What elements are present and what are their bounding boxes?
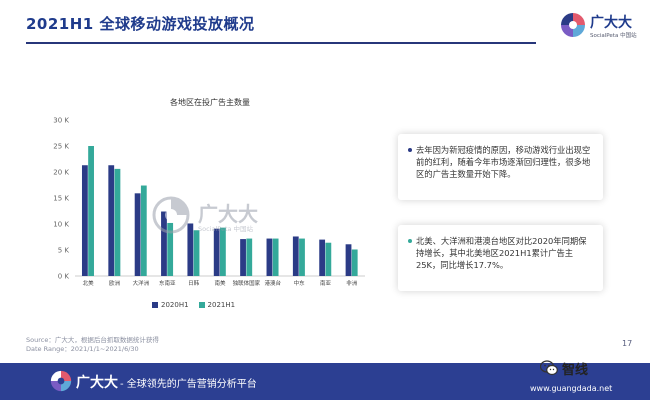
- bar-2021h1-5: [193, 230, 200, 276]
- legend-item-2020h1: 2020H1: [152, 301, 189, 309]
- bullet-dot: [408, 148, 412, 152]
- watermark-subtext: SocialPeta 中国站: [198, 225, 254, 233]
- x-category-label: 东南亚: [159, 279, 176, 287]
- x-category-label: 独联体国家: [233, 279, 261, 287]
- footer-slogan: - 全球领先的广告营销分析平台: [120, 379, 257, 390]
- chart-title: 各地区在投广告主数量: [170, 98, 250, 107]
- bar-chart: 0 K 5 K 10 K 15 K 20 K 25 K 30 K 北美 欧洲 大洋洲 东南亚 日韩 南美…: [53, 117, 365, 287]
- chart-legend: 2020H1 2021H1: [152, 301, 235, 309]
- insight-card-decline: 去年因为新冠疫情的原因，移动游戏行业出现空前的红利，随着今年市场逐渐回归理性，很…: [398, 134, 603, 200]
- source-line: Source：广大大，根据后台抓取数据统计获得: [26, 336, 159, 344]
- bar-2020h1-8: [266, 238, 273, 276]
- bar-2021h1-8: [272, 238, 279, 276]
- y-tick-label: 15 K: [53, 195, 69, 203]
- insight-text: 北美、大洋洲和港澳台地区对比2020年同期保持增长，其中北美地区2021H1累计…: [416, 236, 587, 270]
- x-category-label: 非洲: [346, 279, 358, 287]
- legend-label: 2020H1: [161, 301, 189, 309]
- bar-2020h1-7: [240, 239, 246, 276]
- y-tick-label: 10 K: [53, 221, 69, 229]
- y-tick-label: 25 K: [53, 143, 69, 151]
- y-tick-label: 20 K: [53, 169, 69, 177]
- bar-2020h1-5: [187, 223, 194, 276]
- bar-2020h1-6: [213, 228, 220, 276]
- wechat-badge: 智线: [540, 357, 588, 379]
- title-divider: [26, 42, 536, 44]
- logo-text: 广大大: [590, 15, 632, 31]
- watermark-logo-icon: [152, 196, 190, 234]
- legend-label: 2021H1: [207, 301, 236, 309]
- page-title: 2021H1 全球移动游戏投放概况: [26, 15, 255, 33]
- bar-2021h1-4: [167, 222, 174, 276]
- bar-2020h1-1: [81, 165, 88, 276]
- y-tick-label: 0 K: [58, 273, 70, 281]
- x-category-label: 大洋洲: [133, 279, 150, 287]
- badge-text: 智线: [562, 362, 589, 378]
- bar-2020h1-4: [161, 211, 167, 276]
- bullet-dot: [408, 239, 412, 243]
- source-note: Source：广大大，根据后台抓取数据统计获得 Date Range：2021/…: [26, 336, 159, 354]
- x-category-label: 南亚: [320, 279, 332, 287]
- bar-2021h1-7: [246, 238, 253, 276]
- insight-text: 去年因为新冠疫情的原因，移动游戏行业出现空前的红利，随着今年市场逐渐回归理性，很…: [416, 145, 591, 179]
- x-category-label: 南美: [214, 279, 226, 287]
- bar-2020h1-2: [108, 165, 115, 276]
- brand-logo: 广大大 SocialPeta 中国站: [560, 10, 642, 42]
- footer-bar: 广大大 - 全球领先的广告营销分析平台 www.guangdada.net: [0, 363, 650, 400]
- y-tick-label: 5 K: [58, 247, 70, 255]
- logo-subtext: SocialPeta 中国站: [590, 33, 637, 39]
- watermark-text: 广大大: [198, 202, 258, 226]
- legend-swatch: [152, 302, 158, 308]
- bar-2020h1-9: [292, 236, 299, 276]
- x-category-label: 北美: [83, 279, 95, 287]
- date-range-line: Date Range：2021/1/1~2021/6/30: [26, 345, 139, 353]
- bar-2021h1-6: [220, 227, 226, 276]
- bar-2021h1-3: [140, 185, 147, 276]
- footer-logo-icon: [50, 370, 72, 392]
- bar-2020h1-10: [319, 239, 326, 276]
- x-category-label: 日韩: [188, 279, 200, 287]
- bar-2020h1-3: [134, 193, 141, 276]
- page-number: 17: [622, 339, 633, 348]
- legend-item-2021h1: 2021H1: [198, 301, 236, 309]
- y-tick-label: 30 K: [53, 117, 69, 125]
- wechat-icon: [540, 360, 558, 376]
- bar-2021h1-9: [299, 238, 305, 276]
- x-category-label: 欧洲: [109, 279, 121, 287]
- x-category-label: 港澳台: [264, 279, 281, 287]
- bar-2021h1-10: [325, 242, 332, 276]
- logo-mark-icon: [561, 13, 585, 37]
- watermark: 广大大 SocialPeta 中国站: [152, 196, 302, 246]
- bar-2021h1-11: [351, 249, 358, 276]
- bar-2021h1-2: [114, 168, 121, 276]
- legend-swatch: [198, 302, 205, 308]
- footer-url[interactable]: www.guangdada.net: [530, 384, 613, 393]
- x-category-label: 中东: [294, 279, 306, 287]
- bar-2020h1-11: [345, 244, 352, 276]
- insight-card-growth: 北美、大洋洲和港澳台地区对比2020年同期保持增长，其中北美地区2021H1累计…: [398, 225, 603, 291]
- footer-brand: 广大大: [76, 375, 118, 391]
- bar-2021h1-1: [88, 146, 94, 276]
